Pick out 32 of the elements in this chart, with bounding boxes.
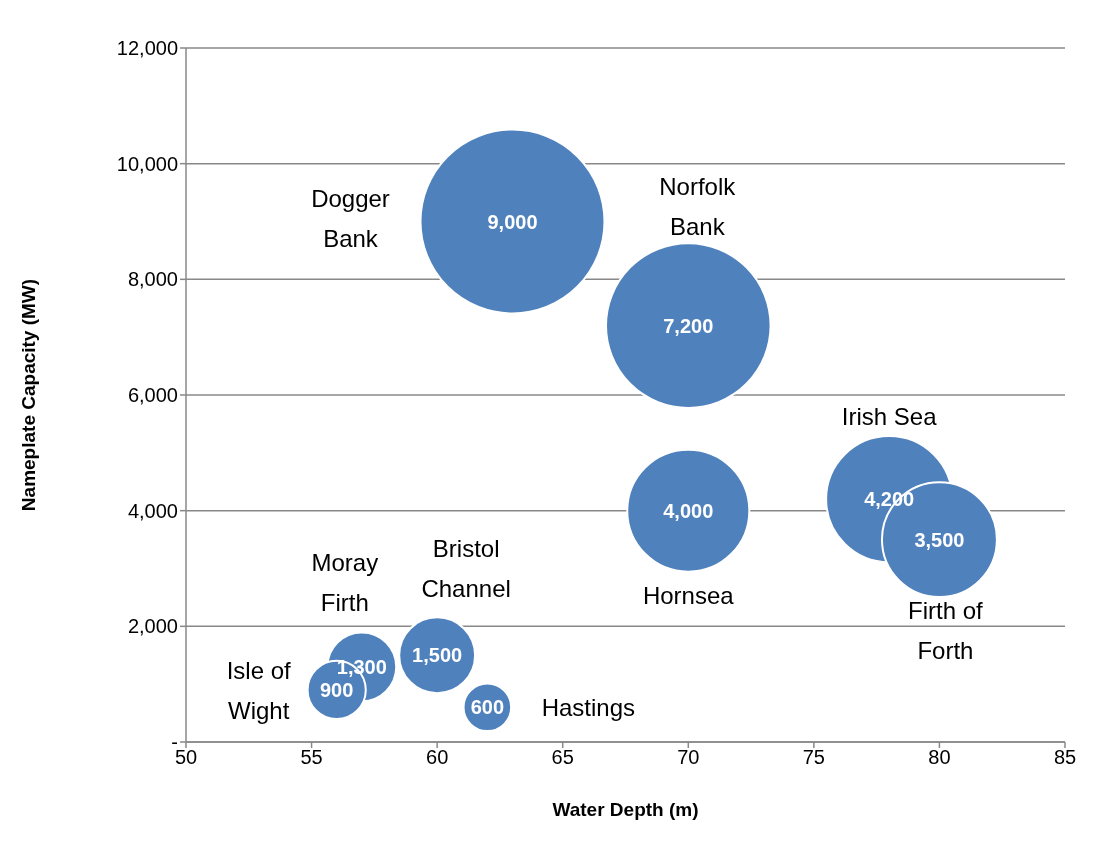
data-label: 3,500	[914, 528, 965, 551]
y-tick-label: 6,000	[127, 384, 178, 407]
x-tick-label: 55	[300, 746, 323, 769]
annotation: Hornsea	[642, 581, 735, 609]
annotation: Firth of Forth	[908, 596, 984, 664]
x-tick-label: 75	[802, 746, 825, 769]
x-tick-label: 85	[1053, 746, 1077, 769]
x-tick-label: 70	[677, 746, 700, 769]
y-axis-title: Nameplate Capacity (MW)	[17, 278, 39, 512]
data-label: 600	[470, 696, 505, 719]
annotation: Norfolk Bank	[659, 172, 737, 240]
data-label: 4,000	[663, 499, 714, 522]
y-tick-label: 2,000	[127, 615, 178, 638]
y-tick-label: 8,000	[127, 268, 178, 291]
annotation: Dogger Bank	[311, 184, 390, 251]
annotation: Moray Firth	[311, 548, 379, 616]
y-tick-label: 10,000	[116, 152, 178, 175]
x-axis-title: Water Depth (m)	[552, 799, 699, 820]
data-label: 1,500	[412, 644, 463, 667]
annotation: Irish Sea	[841, 402, 938, 430]
x-tick-label: 50	[174, 746, 198, 769]
y-tick-label: 12,000	[116, 37, 178, 60]
data-label: 7,200	[663, 314, 714, 337]
y-tick-label: 4,000	[127, 499, 178, 522]
annotation: Hastings	[541, 693, 636, 721]
x-tick-label: 60	[426, 746, 449, 769]
data-label: 900	[320, 678, 354, 701]
x-tick-label: 80	[928, 746, 951, 769]
data-label: 9,000	[487, 210, 538, 233]
annotation: Isle of Wight	[226, 656, 292, 724]
annotation: Bristol Channel	[421, 534, 511, 602]
x-tick-label: 65	[551, 746, 574, 769]
